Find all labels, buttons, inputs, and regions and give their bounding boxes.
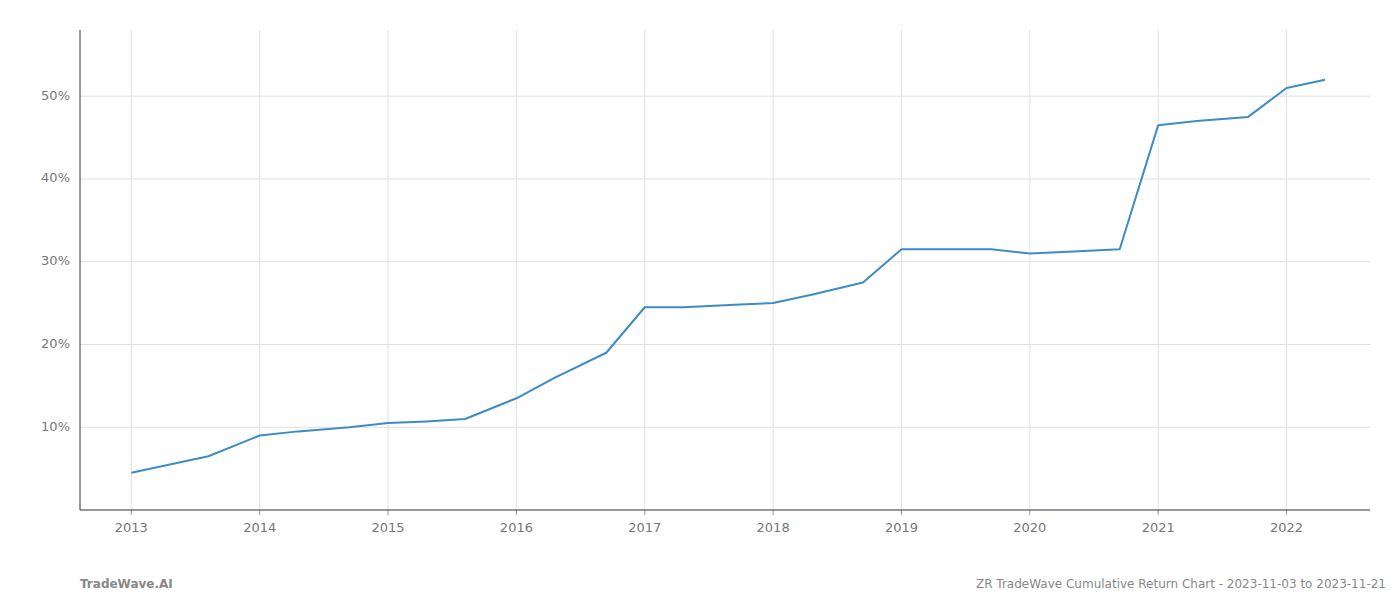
x-tick-label: 2019 [885,520,918,535]
x-grid-line [1029,30,1030,510]
footer-text: TradeWave.AI [80,577,173,591]
x-tick-mark [773,510,774,515]
x-grid-line [259,30,260,510]
chart: 10% 20% 30% 40% 50% 2013 2014 2015 2016 2017 2018 2… [0,0,1400,600]
line [131,80,1325,473]
x-tick-mark [1029,510,1030,515]
x-tick-mark [1158,510,1159,515]
axes: 10% 20% 30% 40% 50% 2013 2014 2015 2016 2017 2018 2… [41,30,1370,535]
x-axis-line [80,510,1370,511]
x-tick-mark [259,510,260,515]
x-grid-line [516,30,517,510]
footer-text: ZR TradeWave Cumulative Return Chart - 2… [976,577,1386,591]
x-tick-label: 2015 [372,520,405,535]
x-tick-mark [131,510,132,515]
x-tick-mark [388,510,389,515]
y-grid-line [80,178,1370,179]
y-grid-line [80,96,1370,97]
y-grid-line [80,427,1370,428]
y-tick-label: 50% [41,88,70,103]
x-tick-label: 2021 [1142,520,1175,535]
x-tick-mark [644,510,645,515]
x-grid-line [901,30,902,510]
x-tick-label: 2017 [628,520,661,535]
y-grid-line [80,261,1370,262]
y-tick-label: 10% [41,419,70,434]
x-grid-line [773,30,774,510]
y-tick-label: 20% [41,336,70,351]
x-tick-label: 2013 [115,520,148,535]
x-tick-label: 2020 [1013,520,1046,535]
x-tick-mark [1286,510,1287,515]
x-grid-line [1158,30,1159,510]
x-tick-label: 2016 [500,520,533,535]
background [0,0,1400,600]
y-axis-line [80,30,81,510]
y-tick-label: 30% [41,253,70,268]
x-grid-line [131,30,132,510]
x-grid-line [644,30,645,510]
x-tick-mark [516,510,517,515]
x-grid-line [388,30,389,510]
x-tick-mark [901,510,902,515]
x-tick-label: 2018 [757,520,790,535]
x-grid-line [1286,30,1287,510]
series [131,80,1325,473]
x-tick-label: 2014 [243,520,276,535]
y-grid-line [80,344,1370,345]
y-tick-label: 40% [41,170,70,185]
grid [80,30,1370,510]
x-tick-label: 2022 [1270,520,1303,535]
